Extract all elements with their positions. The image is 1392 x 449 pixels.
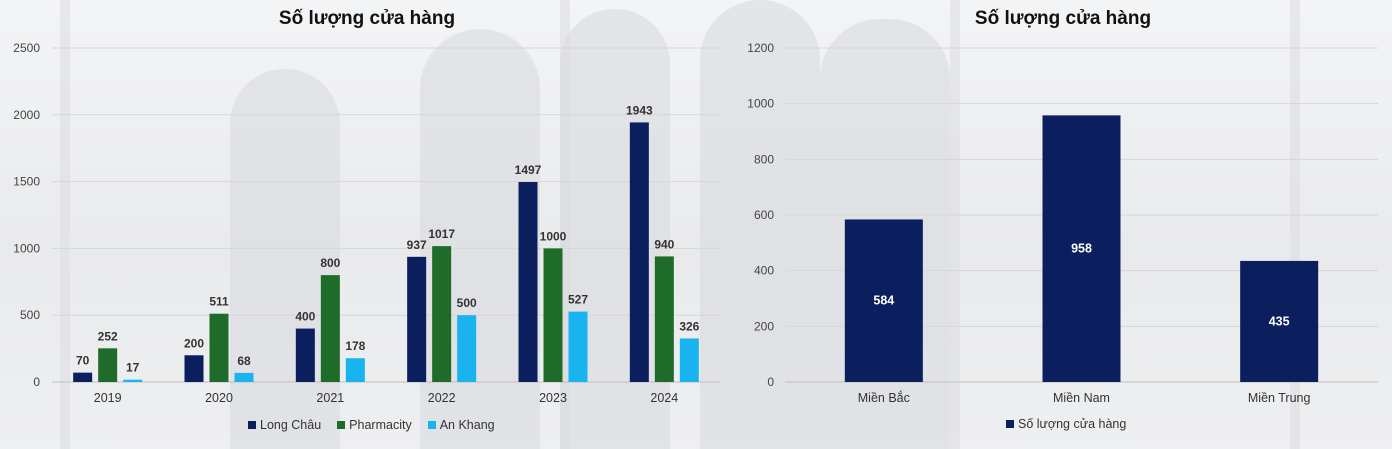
y-tick-label: 400 xyxy=(754,264,774,278)
data-label: 400 xyxy=(295,310,315,324)
y-tick-label: 1000 xyxy=(747,97,774,111)
bar xyxy=(209,313,229,382)
legend-label: Pharmacity xyxy=(349,418,412,432)
bar xyxy=(629,122,649,383)
x-tick-label: 2024 xyxy=(650,391,678,405)
data-label: 68 xyxy=(237,354,251,368)
legend-swatch xyxy=(337,421,346,429)
data-label: 1017 xyxy=(428,227,455,241)
x-tick-label: 2020 xyxy=(205,391,233,405)
bar xyxy=(295,328,315,382)
y-tick-label: 2500 xyxy=(13,41,40,55)
bar xyxy=(73,372,93,382)
data-label: 511 xyxy=(209,295,229,309)
data-label: 326 xyxy=(679,319,699,333)
x-tick-label: Miền Trung xyxy=(1248,391,1311,405)
y-tick-label: 1500 xyxy=(13,175,40,189)
legend-item: Long Châu xyxy=(248,418,321,432)
x-tick-label: 2022 xyxy=(428,391,456,405)
y-tick-label: 1200 xyxy=(747,41,774,55)
y-tick-label: 200 xyxy=(754,319,774,333)
legend-label: Số lượng cửa hàng xyxy=(1018,417,1127,431)
data-label: 958 xyxy=(1071,242,1092,256)
data-label: 527 xyxy=(568,293,588,307)
y-tick-label: 2000 xyxy=(13,108,40,122)
legend-label: An Khang xyxy=(439,418,495,432)
bar xyxy=(518,182,538,382)
legend-left: Long Châu Pharmacity An Khang xyxy=(248,418,495,432)
bar xyxy=(234,372,254,382)
bar xyxy=(98,348,118,382)
bar xyxy=(432,246,452,382)
legend-item: Số lượng cửa hàng xyxy=(1006,417,1126,431)
data-label: 178 xyxy=(345,339,365,353)
data-label: 200 xyxy=(184,336,204,350)
x-tick-label: 2023 xyxy=(539,391,567,405)
data-label: 435 xyxy=(1269,314,1290,328)
bar xyxy=(654,256,674,382)
legend-item: An Khang xyxy=(427,418,495,432)
bar xyxy=(407,256,427,382)
bar xyxy=(568,311,588,382)
data-label: 17 xyxy=(126,361,140,375)
x-tick-label: 2019 xyxy=(94,391,122,405)
bar xyxy=(679,338,699,382)
legend-item: Pharmacity xyxy=(337,418,412,432)
legend-swatch xyxy=(248,421,256,429)
y-tick-label: 0 xyxy=(33,375,40,389)
y-tick-label: 500 xyxy=(20,308,40,322)
legend-right: Số lượng cửa hàng xyxy=(1006,417,1126,431)
y-tick-label: 0 xyxy=(767,375,774,389)
data-label: 1943 xyxy=(626,103,653,117)
bar xyxy=(1042,115,1121,383)
bar xyxy=(1240,260,1319,382)
x-tick-label: 2021 xyxy=(316,391,344,405)
y-tick-label: 1000 xyxy=(13,241,40,255)
data-label: 500 xyxy=(457,296,477,310)
x-tick-label: Miền Nam xyxy=(1053,391,1110,405)
data-label: 937 xyxy=(407,238,427,252)
y-tick-label: 600 xyxy=(754,208,774,222)
chart-title-left: Số lượng cửa hàng xyxy=(278,8,456,29)
data-label: 252 xyxy=(98,329,118,343)
data-label: 1497 xyxy=(515,163,542,177)
bar xyxy=(320,275,340,382)
bar xyxy=(345,358,365,382)
bar xyxy=(123,379,143,382)
data-label: 1000 xyxy=(540,229,567,243)
legend-label: Long Châu xyxy=(260,418,322,432)
chart-title-right: Số lượng cửa hàng xyxy=(974,8,1152,29)
data-label: 584 xyxy=(873,294,894,308)
data-label: 940 xyxy=(654,237,674,251)
bar xyxy=(844,219,923,382)
x-tick-label: Miền Bắc xyxy=(858,390,910,405)
bar xyxy=(184,355,204,382)
legend-swatch xyxy=(427,421,436,429)
bar xyxy=(457,315,477,382)
bar xyxy=(543,248,563,382)
data-label: 800 xyxy=(320,256,340,270)
data-label: 70 xyxy=(76,354,90,368)
legend-swatch xyxy=(1006,420,1014,428)
y-tick-label: 800 xyxy=(754,152,774,166)
